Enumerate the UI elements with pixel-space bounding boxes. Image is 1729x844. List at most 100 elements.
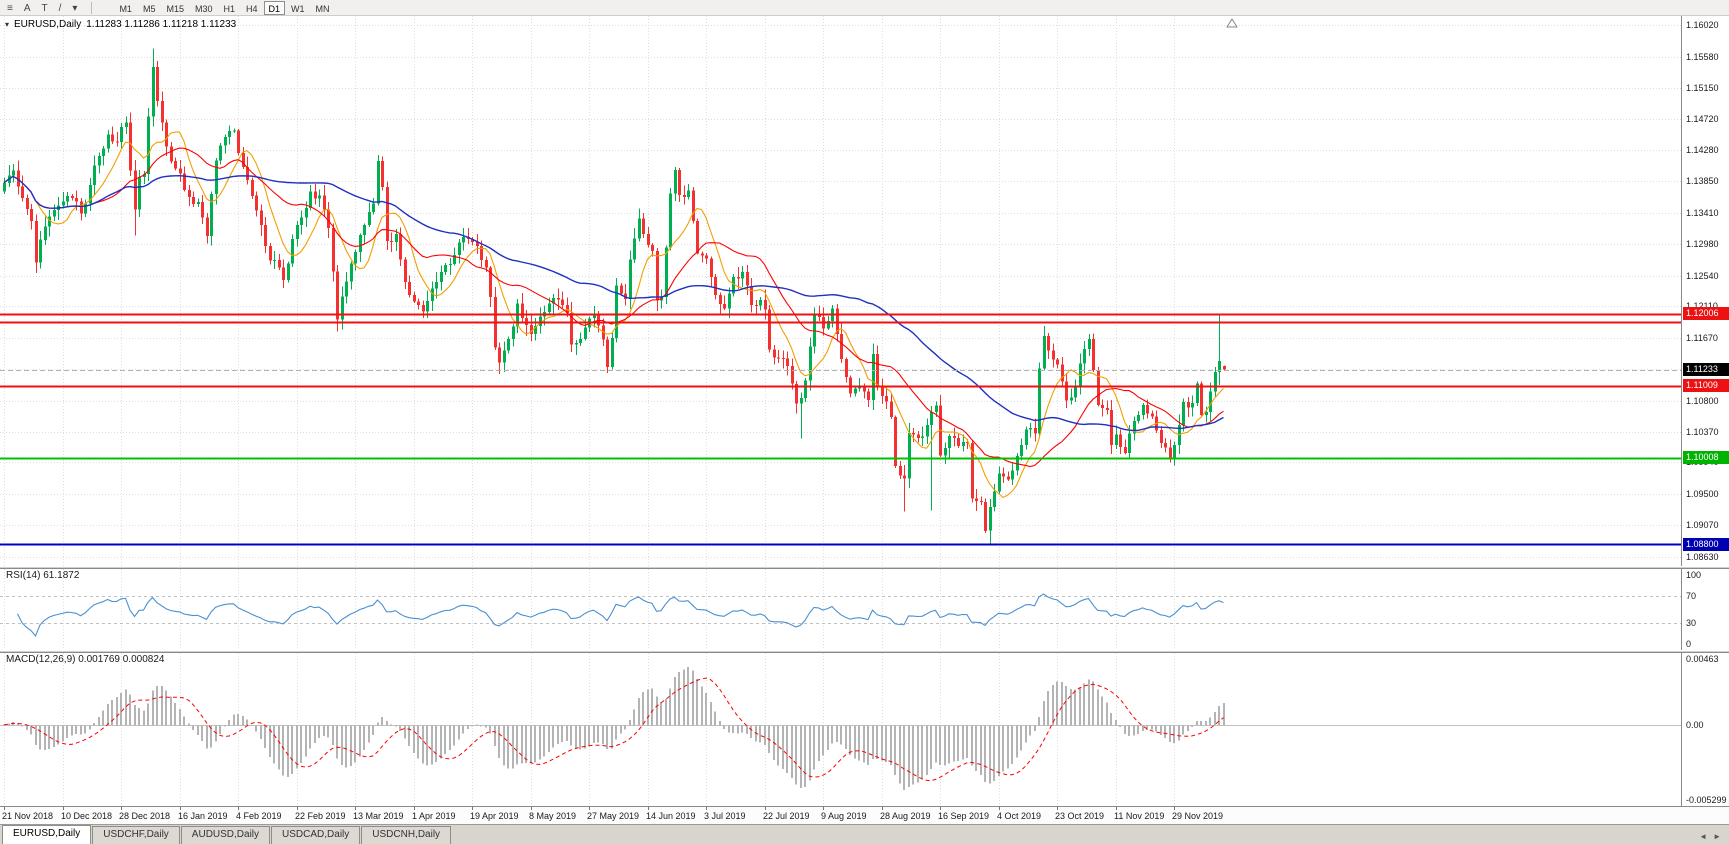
menu-icon[interactable]: ≡	[7, 3, 13, 14]
panel-splitter-macd[interactable]	[0, 650, 1729, 653]
rsi-svg[interactable]	[0, 569, 1681, 650]
time-axis-tick	[414, 807, 415, 810]
time-axis-tick	[882, 807, 883, 810]
tab-usdchf-daily[interactable]: USDCHF,Daily	[92, 826, 180, 844]
price-axis-label: 1.15150	[1686, 83, 1719, 93]
time-axis-label: 27 May 2019	[587, 811, 640, 821]
price-grid	[0, 16, 1681, 566]
price-axis-label: 1.12980	[1686, 239, 1719, 249]
time-axis-label: 21 Nov 2018	[2, 811, 54, 821]
chart-tabs-bar: EURUSD,Daily USDCHF,Daily AUDUSD,Daily USDC…	[0, 824, 1729, 844]
time-axis[interactable]: 21 Nov 2018 10 Dec 2018 28 Dec 2018 16 Jan …	[0, 806, 1729, 824]
time-axis-tick	[297, 807, 298, 810]
macd-axis-label: 0.00463	[1686, 654, 1719, 664]
time-axis-label: 8 May 2019	[529, 811, 577, 821]
trendline-tool-icon[interactable]: /	[58, 3, 62, 14]
price-axis-label: 1.10800	[1686, 396, 1719, 406]
price-axis-label: 1.12540	[1686, 271, 1719, 281]
timeframe-button-d1[interactable]: D1	[263, 0, 286, 15]
time-axis-label: 16 Jan 2019	[178, 811, 228, 821]
time-axis-label: 10 Dec 2018	[61, 811, 113, 821]
chart-tabs: EURUSD,Daily USDCHF,Daily AUDUSD,Daily USDC…	[0, 824, 452, 844]
timeframe-button-h1[interactable]: H1	[223, 3, 236, 14]
time-axis-tick	[1116, 807, 1117, 810]
tools-dropdown-icon[interactable]: ▾	[72, 3, 78, 14]
time-axis-label: 19 Apr 2019	[470, 811, 519, 821]
ma-8-line	[3, 131, 1224, 499]
tab-usdcad-daily[interactable]: USDCAD,Daily	[271, 826, 361, 844]
time-axis-label: 29 Nov 2019	[1172, 811, 1224, 821]
time-axis-label: 11 Nov 2019	[1114, 811, 1165, 821]
price-axis-label: 1.09500	[1686, 489, 1719, 499]
tab-audusd-daily[interactable]: AUDUSD,Daily	[180, 826, 271, 844]
rsi-axis-label: 100	[1686, 570, 1702, 580]
text-tool-icon[interactable]: T	[41, 3, 48, 14]
timeframe-button-mn[interactable]: MN	[315, 3, 330, 14]
price-axis-label: 1.16020	[1686, 20, 1719, 30]
rsi-axis-label: 70	[1686, 591, 1697, 601]
chart-symbol-label: EURUSD,Daily	[14, 19, 82, 30]
time-axis-tick	[121, 807, 122, 810]
toolbar-icons: ≡ A T / ▾	[3, 1, 81, 14]
time-axis-label: 22 Feb 2019	[295, 811, 346, 821]
price-axis-label: 1.09070	[1686, 520, 1719, 530]
price-axis-label: 1.08630	[1686, 552, 1719, 562]
time-axis-tick	[589, 807, 590, 810]
timeframe-button-w1[interactable]: W1	[291, 3, 305, 14]
price-axis-label: 1.13850	[1686, 176, 1719, 186]
timeframe-button-m30[interactable]: M30	[194, 3, 213, 14]
time-axis-label: 3 Jul 2019	[704, 811, 746, 821]
time-axis-tick	[1174, 807, 1175, 810]
tabs-scroll-left-icon[interactable]: ◄	[1699, 832, 1708, 841]
rsi-label: RSI(14) 61.1872	[6, 570, 80, 581]
panel-splitter-rsi[interactable]	[0, 566, 1729, 569]
price-chart-svg[interactable]	[0, 16, 1681, 566]
chart-shift-marker-icon[interactable]	[1226, 18, 1238, 28]
price-axis-label: 1.15580	[1686, 52, 1719, 62]
main-toolbar: ≡ A T / ▾ M1 M5 M15 M30 H1 H4 D1 W1 MN	[0, 0, 1729, 16]
tab-usdcnh-daily[interactable]: USDCNH,Daily	[361, 826, 452, 844]
price-marker-resistance-lower: 1.11009	[1683, 379, 1729, 392]
time-axis-label: 4 Oct 2019	[997, 811, 1042, 821]
price-axis-label: 1.12110	[1686, 301, 1718, 311]
price-axis-label: 1.14720	[1686, 114, 1719, 124]
time-axis-tick	[765, 807, 766, 810]
ohlc-collapse-icon[interactable]: ▾	[5, 20, 10, 29]
quote-header: ▾ EURUSD,Daily 1.11283 1.11286 1.11218 1…	[5, 19, 236, 30]
time-axis-tick	[706, 807, 707, 810]
macd-panel[interactable]	[0, 653, 1681, 806]
macd-svg[interactable]	[0, 653, 1681, 806]
timeframe-button-m5[interactable]: M5	[142, 3, 156, 14]
rsi-panel[interactable]	[0, 569, 1681, 650]
tab-eurusd-daily[interactable]: EURUSD,Daily	[2, 825, 92, 844]
macd-histogram	[3, 667, 1225, 790]
toolbar-divider	[91, 1, 93, 14]
time-axis-tick	[238, 807, 239, 810]
time-axis-tick	[180, 807, 181, 810]
macd-label: MACD(12,26,9) 0.001769 0.000824	[6, 654, 165, 665]
cursor-tool-icon[interactable]: A	[23, 3, 31, 14]
timeframe-button-m15[interactable]: M15	[166, 3, 184, 14]
price-chart-panel[interactable]	[0, 16, 1681, 566]
rsi-axis-label: 0	[1686, 639, 1692, 649]
price-axis-label: 1.14280	[1686, 145, 1719, 155]
price-axis[interactable]: 1.16020 1.15580 1.15150 1.14720 1.14280 1.138…	[1681, 16, 1729, 806]
rsi-axis-label: 30	[1686, 618, 1697, 628]
timeframe-button-m1[interactable]: M1	[119, 3, 132, 14]
price-marker-support-blue: 1.08800	[1683, 538, 1729, 551]
price-marker-support-green: 1.10008	[1683, 451, 1729, 464]
time-axis-tick	[940, 807, 941, 810]
time-axis-tick	[4, 807, 5, 810]
time-axis-label: 1 Apr 2019	[412, 811, 456, 821]
time-axis-label: 4 Feb 2019	[236, 811, 282, 821]
ma-55-line	[3, 174, 1224, 432]
price-marker-resistance-upper: 1.12006	[1683, 307, 1729, 320]
chart-ohlc-values: 1.11283 1.11286 1.11218 1.11233	[86, 19, 237, 30]
time-axis-tick	[1057, 807, 1058, 810]
time-axis-label: 28 Dec 2018	[119, 811, 171, 821]
tabs-scroll-right-icon[interactable]: ►	[1713, 832, 1721, 841]
timeframe-button-h4[interactable]: H4	[246, 3, 258, 14]
time-axis-label: 23 Oct 2019	[1055, 811, 1105, 821]
timeframe-buttons: M1 M5 M15 M30 H1 H4 D1 W1 MN	[114, 0, 334, 15]
time-axis-tick	[648, 807, 649, 810]
